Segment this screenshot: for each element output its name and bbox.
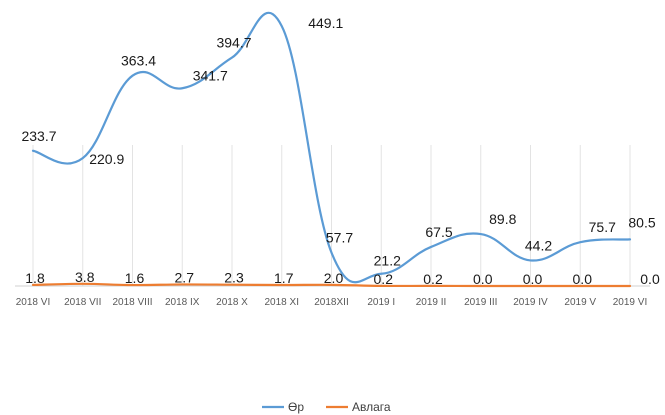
x-tick-label: 2018 VII <box>64 297 101 308</box>
data-label: 67.5 <box>425 224 452 240</box>
x-tick-label: 2019 IV <box>513 297 548 308</box>
data-label: 89.8 <box>489 211 516 227</box>
gridlines <box>32 145 631 286</box>
data-label: 75.7 <box>589 219 616 235</box>
data-label: 2.0 <box>324 270 344 286</box>
data-label: 21.2 <box>374 253 401 269</box>
x-tick-label: 2019 VI <box>613 297 647 308</box>
data-label: 341.7 <box>193 67 228 83</box>
data-label: 0.2 <box>423 271 443 287</box>
data-label: 233.7 <box>21 128 56 144</box>
x-tick-label: 2018 X <box>216 297 248 308</box>
legend: Өр Авлага <box>262 400 391 414</box>
data-label: 57.7 <box>326 230 353 246</box>
series-lines <box>31 11 632 288</box>
data-label: 1.8 <box>25 270 45 286</box>
data-label: 220.9 <box>89 151 124 167</box>
x-tick-label: 2018XII <box>314 297 348 308</box>
data-label: 2.7 <box>175 269 195 285</box>
x-tick-label: 2019 III <box>464 297 497 308</box>
data-label: 0.0 <box>573 271 593 287</box>
x-tick-label: 2018 IX <box>165 297 200 308</box>
x-tick-label: 2019 I <box>367 297 395 308</box>
data-label: 2.3 <box>224 270 244 286</box>
legend-label: Өр <box>288 400 304 414</box>
x-tick-label: 2018 VI <box>16 297 50 308</box>
data-label: 0.2 <box>374 271 394 287</box>
data-label: 394.7 <box>216 35 251 51</box>
data-label: 0.0 <box>473 271 493 287</box>
data-label: 363.4 <box>121 53 156 69</box>
series-line-or <box>31 11 632 284</box>
x-tick-label: 2018 VIII <box>112 297 152 308</box>
data-label: 1.6 <box>125 270 145 286</box>
data-label: 0.0 <box>523 271 543 287</box>
x-axis: 2018 VI 2018 VII 2018 VIII 2018 IX 2018 X 201… <box>15 285 650 308</box>
x-tick-label: 2019 V <box>564 297 596 308</box>
data-label: 80.5 <box>628 214 655 230</box>
data-labels: 233.7 220.9 363.4 341.7 394.7 449.1 57.7 21.2 67… <box>21 15 659 287</box>
data-label: 1.7 <box>274 270 294 286</box>
legend-label: Авлага <box>352 400 391 414</box>
x-tick-label: 2018 XI <box>265 297 299 308</box>
data-label: 3.8 <box>75 269 95 285</box>
series-line-avlaga <box>31 282 632 288</box>
x-tick-label: 2019 II <box>416 297 447 308</box>
data-label: 449.1 <box>308 15 343 31</box>
data-label: 44.2 <box>525 237 552 253</box>
data-label: 0.0 <box>640 271 660 287</box>
